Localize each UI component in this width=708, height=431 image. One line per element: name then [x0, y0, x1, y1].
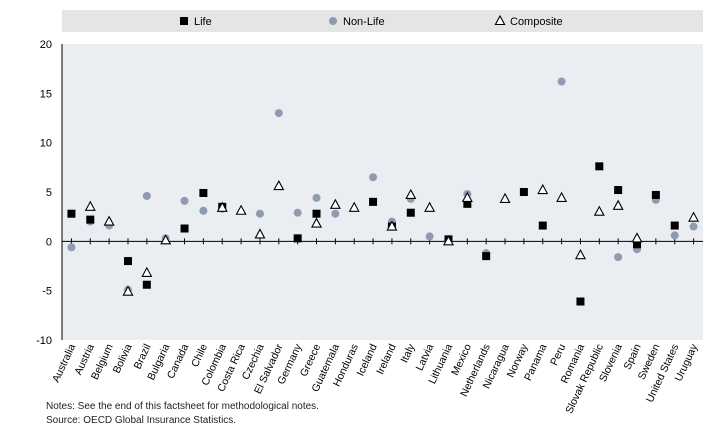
data-point [614, 253, 623, 262]
y-tick-label: -5 [42, 286, 52, 298]
data-point [160, 234, 172, 245]
data-point [595, 162, 604, 171]
data-point [312, 209, 321, 218]
data-point [180, 196, 189, 205]
data-point [670, 231, 679, 240]
data-point [463, 199, 472, 208]
legend-bar [62, 10, 703, 32]
data-point [369, 197, 378, 206]
y-tick-label: 20 [40, 39, 52, 51]
data-point [519, 188, 528, 196]
data-point [141, 266, 153, 277]
notes-text: Notes: See the end of this factsheet for… [46, 401, 319, 412]
data-point [142, 280, 151, 289]
data-point [633, 240, 642, 249]
data-point [199, 206, 208, 215]
y-tick-label: 15 [40, 88, 52, 100]
data-point [593, 205, 605, 216]
data-point [274, 109, 283, 118]
data-point [651, 190, 660, 199]
x-tick-label: Australia [50, 342, 78, 384]
y-tick-label: 0 [46, 236, 52, 248]
data-point [537, 183, 549, 195]
data-point [329, 198, 341, 209]
data-point [631, 232, 643, 243]
data-point [406, 208, 415, 217]
y-tick-label: 10 [40, 138, 52, 150]
data-point [556, 191, 568, 202]
data-point [86, 215, 95, 224]
data-point [576, 297, 585, 306]
y-tick-label: -10 [36, 335, 52, 347]
data-point [273, 179, 285, 191]
data-point [574, 248, 586, 260]
data-point [180, 224, 189, 233]
data-point [293, 234, 302, 243]
legend-label: Non-Life [343, 16, 385, 28]
plot-area [62, 44, 703, 340]
data-point [216, 201, 228, 212]
data-point [254, 228, 266, 239]
legend-label: Composite [510, 16, 563, 28]
data-point [386, 220, 398, 231]
data-point [689, 222, 698, 231]
data-point [255, 209, 264, 218]
data-point [482, 252, 491, 261]
legend-marker [180, 17, 188, 25]
data-point [142, 191, 151, 200]
source-text: Source: OECD Global Insurance Statistics… [46, 415, 237, 426]
data-point [499, 192, 511, 203]
data-point [67, 243, 76, 252]
x-tick-label: Italy [398, 342, 417, 365]
data-point [103, 215, 115, 226]
data-marks [67, 77, 700, 306]
data-point [235, 204, 247, 215]
data-point [557, 77, 566, 86]
legend: Life Non-Life Composite [180, 14, 563, 28]
data-point [442, 235, 455, 246]
data-point [614, 186, 623, 195]
legend-marker [494, 14, 506, 26]
data-point [405, 188, 417, 200]
data-point [612, 199, 624, 210]
data-point [310, 217, 323, 228]
data-point [348, 201, 360, 212]
legend-marker [329, 17, 337, 25]
data-point [538, 221, 547, 230]
legend-label: Life [194, 16, 212, 28]
data-point [424, 201, 436, 212]
data-point [122, 285, 134, 296]
data-point [199, 188, 208, 197]
data-point [425, 232, 434, 241]
data-point [369, 173, 378, 182]
data-point [84, 200, 96, 211]
data-point [123, 257, 132, 266]
data-point [670, 221, 679, 230]
data-point [293, 208, 302, 217]
data-point [312, 193, 321, 202]
data-point [461, 191, 473, 202]
data-point [331, 209, 340, 218]
data-point [67, 209, 76, 218]
data-point [688, 211, 700, 222]
y-tick-label: 5 [46, 187, 52, 199]
